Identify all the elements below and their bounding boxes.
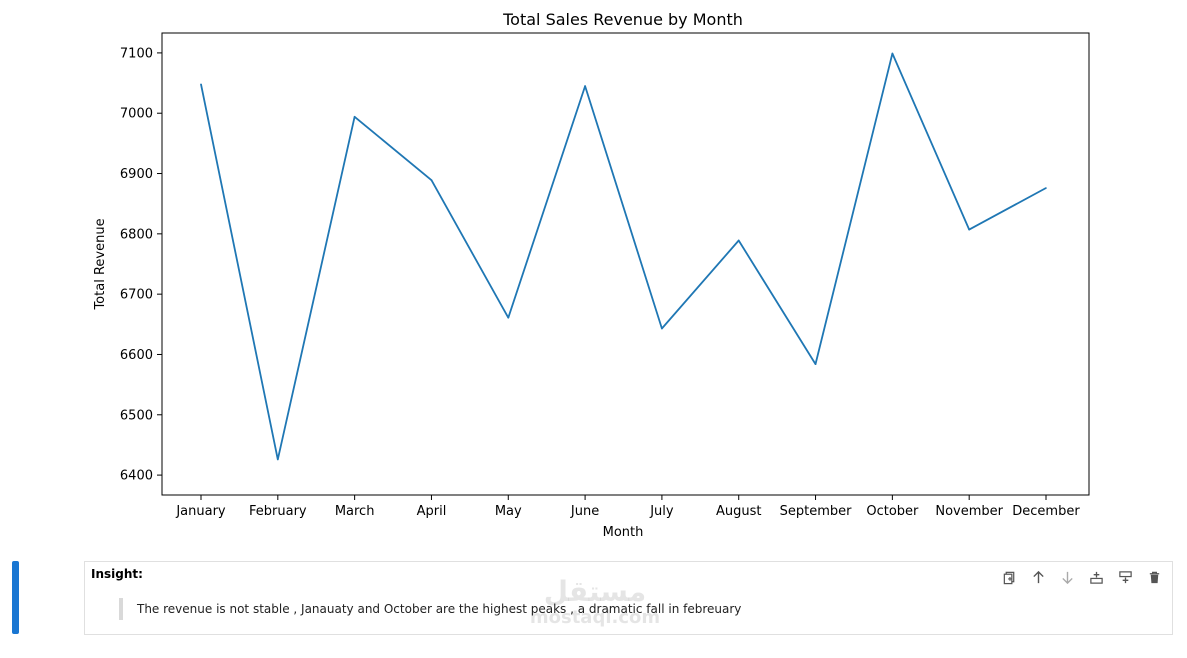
x-tick-label: August [716, 504, 762, 519]
series-line [200, 52, 1047, 461]
plot-area [161, 32, 1090, 496]
x-tick-label: March [335, 504, 375, 519]
y-tick-label: 6900 [120, 167, 153, 182]
x-tick-label: September [780, 504, 853, 519]
x-axis-label: Month [603, 525, 644, 540]
x-tick-label: February [249, 504, 307, 519]
insight-text: The revenue is not stable , Janauaty and… [137, 602, 742, 616]
data-point-january [200, 83, 202, 86]
x-tick-label: November [935, 504, 1003, 519]
y-tick-label: 6800 [120, 227, 153, 242]
data-point-december [1045, 187, 1047, 189]
blockquote-bar [119, 598, 123, 620]
markdown-cell[interactable]: Insight: The revenue is not stable , Jan… [84, 561, 1173, 635]
data-point-may [507, 316, 510, 319]
data-point-july [661, 327, 663, 330]
y-tick-label: 7000 [120, 107, 153, 122]
insight-heading: Insight: [91, 567, 143, 581]
x-tick-label: October [866, 504, 919, 519]
insert-below-icon[interactable] [1115, 567, 1135, 587]
x-tick-label: June [570, 504, 599, 519]
x-tick-label: July [649, 504, 674, 519]
x-tick-label: January [175, 504, 226, 519]
active-cell-indicator[interactable] [12, 561, 19, 634]
y-tick-label: 7100 [120, 46, 153, 61]
delete-icon[interactable] [1144, 567, 1164, 587]
data-point-february [277, 458, 279, 461]
data-point-march [353, 116, 356, 118]
data-point-april [430, 179, 433, 181]
data-points [200, 52, 1047, 461]
y-tick-label: 6400 [120, 469, 153, 484]
insert-above-icon[interactable] [1086, 567, 1106, 587]
x-tick-label: December [1012, 504, 1080, 519]
data-point-september [814, 363, 817, 365]
y-tick-label: 6500 [120, 408, 153, 423]
y-tick-label: 6600 [120, 348, 153, 363]
data-point-august [737, 239, 740, 242]
data-point-november [968, 228, 970, 231]
data-point-october [891, 52, 894, 55]
x-tick-label: May [495, 504, 522, 519]
x-axis: January February March April May June July Augu… [175, 495, 1080, 519]
y-tick-label: 6700 [120, 288, 153, 303]
y-axis-label: Total Revenue [93, 218, 108, 310]
x-tick-label: April [417, 504, 447, 519]
duplicate-icon[interactable] [999, 567, 1019, 587]
cell-toolbar [999, 567, 1164, 587]
y-axis: 6400 6500 6600 6700 6800 6900 7000 7100 [120, 46, 162, 484]
line-chart: Total Sales Revenue by Month 6400 6500 660… [93, 10, 1090, 540]
chart-title: Total Sales Revenue by Month [502, 10, 743, 29]
move-down-icon[interactable] [1057, 567, 1077, 587]
move-up-icon[interactable] [1028, 567, 1048, 587]
data-point-june [584, 85, 586, 87]
